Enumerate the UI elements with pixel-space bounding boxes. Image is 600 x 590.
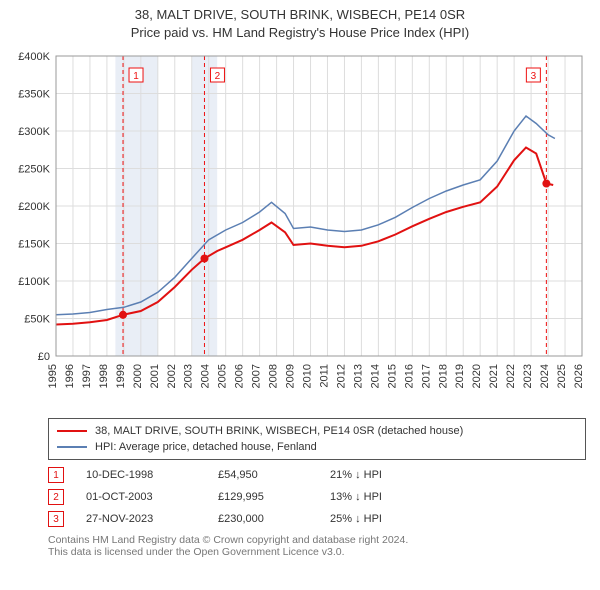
svg-text:£150K: £150K	[18, 239, 50, 251]
legend: 38, MALT DRIVE, SOUTH BRINK, WISBECH, PE…	[48, 418, 586, 460]
svg-text:2007: 2007	[251, 364, 263, 388]
legend-swatch-hpi	[57, 446, 87, 448]
svg-text:2020: 2020	[471, 364, 483, 388]
event-hpi-2: 13% ↓ HPI	[330, 491, 382, 503]
event-date-1: 10-DEC-1998	[86, 469, 196, 481]
event-marker-2: 2	[48, 489, 64, 505]
event-hpi-3: 25% ↓ HPI	[330, 513, 382, 525]
event-date-2: 01-OCT-2003	[86, 491, 196, 503]
svg-text:2023: 2023	[522, 364, 534, 388]
svg-text:3: 3	[531, 71, 537, 82]
svg-text:2009: 2009	[285, 364, 297, 388]
svg-text:2026: 2026	[573, 364, 585, 388]
legend-row-property: 38, MALT DRIVE, SOUTH BRINK, WISBECH, PE…	[57, 423, 577, 439]
svg-text:£400K: £400K	[18, 51, 50, 63]
svg-text:2016: 2016	[403, 364, 415, 388]
svg-text:1999: 1999	[115, 364, 127, 388]
event-row-3: 3 27-NOV-2023 £230,000 25% ↓ HPI	[48, 508, 586, 530]
svg-text:£300K: £300K	[18, 126, 50, 138]
svg-text:2011: 2011	[318, 364, 330, 388]
event-marker-1: 1	[48, 467, 64, 483]
footer-line-1: Contains HM Land Registry data © Crown c…	[48, 534, 586, 546]
svg-text:2015: 2015	[386, 364, 398, 388]
events-table: 1 10-DEC-1998 £54,950 21% ↓ HPI 2 01-OCT…	[48, 464, 586, 530]
svg-text:2022: 2022	[505, 364, 517, 388]
event-price-2: £129,995	[218, 491, 308, 503]
event-marker-3: 3	[48, 511, 64, 527]
title-line-1: 38, MALT DRIVE, SOUTH BRINK, WISBECH, PE…	[0, 6, 600, 24]
svg-text:£0: £0	[38, 351, 50, 363]
chart-container: 38, MALT DRIVE, SOUTH BRINK, WISBECH, PE…	[0, 0, 600, 558]
event-price-1: £54,950	[218, 469, 308, 481]
svg-text:1998: 1998	[98, 364, 110, 388]
svg-text:2002: 2002	[166, 364, 178, 388]
svg-text:2003: 2003	[183, 364, 195, 388]
svg-text:2019: 2019	[454, 364, 466, 388]
svg-text:£100K: £100K	[18, 276, 50, 288]
svg-text:2008: 2008	[268, 364, 280, 388]
svg-text:£200K: £200K	[18, 201, 50, 213]
footer: Contains HM Land Registry data © Crown c…	[48, 534, 586, 558]
chart-svg: £0 £50K £100K £150K £200K £250K £300K £350K £400…	[0, 42, 600, 412]
svg-text:2001: 2001	[149, 364, 161, 388]
event-row-1: 1 10-DEC-1998 £54,950 21% ↓ HPI	[48, 464, 586, 486]
svg-text:2005: 2005	[217, 364, 229, 388]
svg-text:2025: 2025	[556, 364, 568, 388]
event-hpi-1: 21% ↓ HPI	[330, 469, 382, 481]
svg-text:£50K: £50K	[24, 314, 50, 326]
svg-text:2004: 2004	[200, 364, 212, 388]
event-price-3: £230,000	[218, 513, 308, 525]
svg-text:£350K: £350K	[18, 89, 50, 101]
svg-text:1996: 1996	[64, 364, 76, 388]
svg-text:2017: 2017	[420, 364, 432, 388]
svg-text:1: 1	[133, 71, 139, 82]
footer-line-2: This data is licensed under the Open Gov…	[48, 546, 586, 558]
svg-text:2013: 2013	[352, 364, 364, 388]
svg-text:2010: 2010	[302, 364, 314, 388]
event-date-3: 27-NOV-2023	[86, 513, 196, 525]
legend-label-property: 38, MALT DRIVE, SOUTH BRINK, WISBECH, PE…	[95, 425, 463, 437]
chart: £0 £50K £100K £150K £200K £250K £300K £350K £400…	[0, 42, 600, 412]
svg-text:2018: 2018	[437, 364, 449, 388]
svg-text:2024: 2024	[539, 364, 551, 388]
svg-text:2021: 2021	[488, 364, 500, 388]
title-line-2: Price paid vs. HM Land Registry's House …	[0, 24, 600, 42]
titles: 38, MALT DRIVE, SOUTH BRINK, WISBECH, PE…	[0, 0, 600, 42]
svg-text:2012: 2012	[335, 364, 347, 388]
legend-swatch-property	[57, 430, 87, 432]
svg-text:1997: 1997	[81, 364, 93, 388]
svg-text:2006: 2006	[234, 364, 246, 388]
svg-text:£250K: £250K	[18, 164, 50, 176]
svg-text:2000: 2000	[132, 364, 144, 388]
event-row-2: 2 01-OCT-2003 £129,995 13% ↓ HPI	[48, 486, 586, 508]
svg-text:2: 2	[215, 71, 221, 82]
legend-label-hpi: HPI: Average price, detached house, Fenl…	[95, 441, 317, 453]
legend-row-hpi: HPI: Average price, detached house, Fenl…	[57, 439, 577, 455]
svg-text:1995: 1995	[47, 364, 59, 388]
svg-text:2014: 2014	[369, 364, 381, 388]
